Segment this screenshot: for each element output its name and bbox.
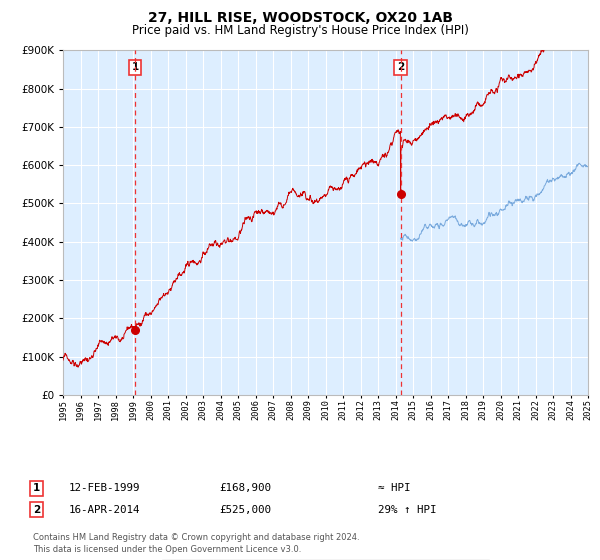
- Text: £525,000: £525,000: [219, 505, 271, 515]
- Text: 2: 2: [397, 63, 404, 72]
- Text: Contains HM Land Registry data © Crown copyright and database right 2024.
This d: Contains HM Land Registry data © Crown c…: [33, 533, 359, 554]
- Text: 1: 1: [33, 483, 40, 493]
- Text: 12-FEB-1999: 12-FEB-1999: [69, 483, 140, 493]
- Text: Price paid vs. HM Land Registry's House Price Index (HPI): Price paid vs. HM Land Registry's House …: [131, 24, 469, 36]
- Text: £168,900: £168,900: [219, 483, 271, 493]
- Text: 16-APR-2014: 16-APR-2014: [69, 505, 140, 515]
- Text: ≈ HPI: ≈ HPI: [378, 483, 410, 493]
- Text: 27, HILL RISE, WOODSTOCK, OX20 1AB: 27, HILL RISE, WOODSTOCK, OX20 1AB: [148, 11, 452, 25]
- Text: 29% ↑ HPI: 29% ↑ HPI: [378, 505, 437, 515]
- Text: 1: 1: [131, 63, 139, 72]
- Text: 2: 2: [33, 505, 40, 515]
